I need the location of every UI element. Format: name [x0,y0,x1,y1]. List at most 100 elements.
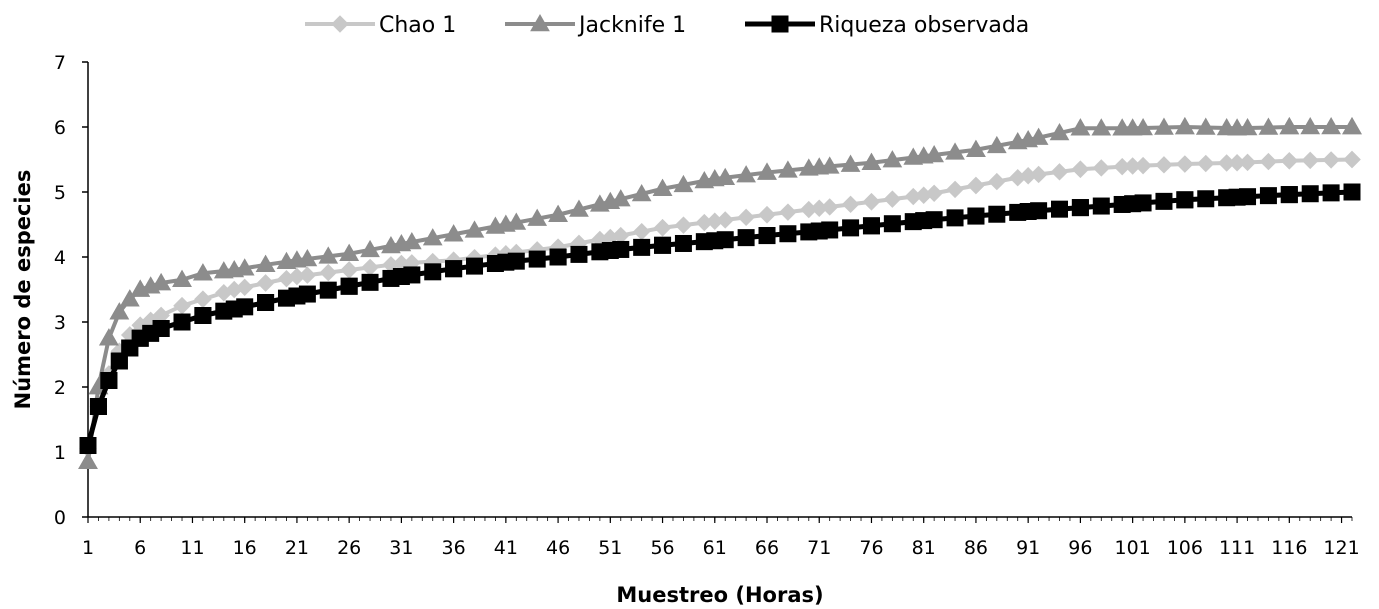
x-tick-label: 71 [807,537,831,559]
data-point [915,212,933,230]
data-point [1070,118,1091,136]
data-point [967,176,985,195]
data-point [1071,160,1090,178]
legend: Chao 1 Jacknife 1 Riqueza observada [305,13,1029,38]
series-marker [1300,116,1321,135]
series-marker [673,174,694,193]
series-marker [360,239,380,258]
y-tick-label: 2 [54,377,66,399]
data-point [549,248,567,266]
data-point [1018,129,1039,148]
data-point [1280,152,1299,170]
data-point [257,294,275,311]
series-marker [945,142,965,160]
data-point [967,207,985,225]
series-marker [361,258,379,277]
data-point [495,214,516,232]
legend-swatch-marker [331,15,349,33]
legend-label: Chao 1 [379,13,456,38]
data-point [1279,116,1300,135]
series-marker [1301,185,1319,203]
series-layer [78,116,1362,469]
data-point [654,236,672,254]
data-point [1174,116,1195,135]
data-point [78,451,98,469]
data-point [1227,118,1247,136]
data-point [391,233,412,252]
series-marker [1092,159,1110,177]
data-point [225,280,243,299]
data-point [130,279,151,297]
data-point [1176,155,1194,173]
series-marker [1155,156,1173,174]
series-marker [1154,117,1174,135]
series-marker [319,281,337,299]
series-marker [527,208,548,226]
series-marker [716,211,734,229]
y-tick-label: 7 [54,52,66,74]
x-tick-label: 1 [82,537,94,559]
data-point [193,263,213,281]
series-marker [1258,117,1279,135]
series-marker [883,190,902,208]
series-line [85,189,1353,447]
data-point [809,157,830,175]
data-point [862,193,881,211]
data-point [225,300,243,318]
data-point [443,224,464,242]
series-jacknife-1 [78,116,1362,469]
series-marker [988,172,1006,191]
data-point [256,274,275,292]
x-tick-label: 46 [546,537,570,559]
data-point [152,320,170,337]
x-tick-label: 101 [1114,537,1150,559]
series-marker [424,263,442,281]
series-marker [988,205,1006,223]
series-marker [1195,117,1216,135]
data-point [392,268,410,285]
x-tick-label: 56 [650,537,674,559]
series-marker [422,228,443,246]
data-point [653,219,672,237]
data-point [340,277,358,295]
series-marker [1197,154,1215,173]
data-point [1342,116,1362,135]
x-tick-label: 16 [233,537,257,559]
series-riqueza-observada [79,183,1361,454]
series-marker [298,266,317,284]
series-marker [674,216,693,234]
data-point [1123,157,1142,175]
series-marker [361,273,379,291]
x-tick-label: 31 [389,537,413,559]
x-tick-label: 26 [337,537,361,559]
data-point [1228,188,1246,206]
x-tick-label: 121 [1323,537,1359,559]
legend-swatch-marker [771,15,789,33]
series-marker [1091,118,1112,136]
x-tick-label: 91 [1016,537,1040,559]
x-axis-title: Muestreo (Horas) [616,583,823,607]
data-point [1343,150,1361,169]
x-tick-label: 106 [1167,537,1203,559]
series-marker [883,215,901,233]
data-point [706,212,724,230]
data-point [110,352,128,370]
series-marker [1301,151,1319,170]
series-marker [820,198,839,216]
y-tick-label: 1 [54,442,66,464]
data-point [255,254,276,273]
data-point [173,297,191,315]
data-point [79,437,97,454]
data-point [861,152,882,170]
y-tick-label: 6 [54,117,66,139]
series-marker [986,135,1007,154]
series-marker [569,199,589,217]
data-point [100,372,118,389]
data-point [109,302,130,320]
data-point [287,250,307,268]
x-tick-label: 11 [180,537,204,559]
data-point [913,146,934,164]
data-point [1343,183,1361,201]
data-point [810,199,828,217]
